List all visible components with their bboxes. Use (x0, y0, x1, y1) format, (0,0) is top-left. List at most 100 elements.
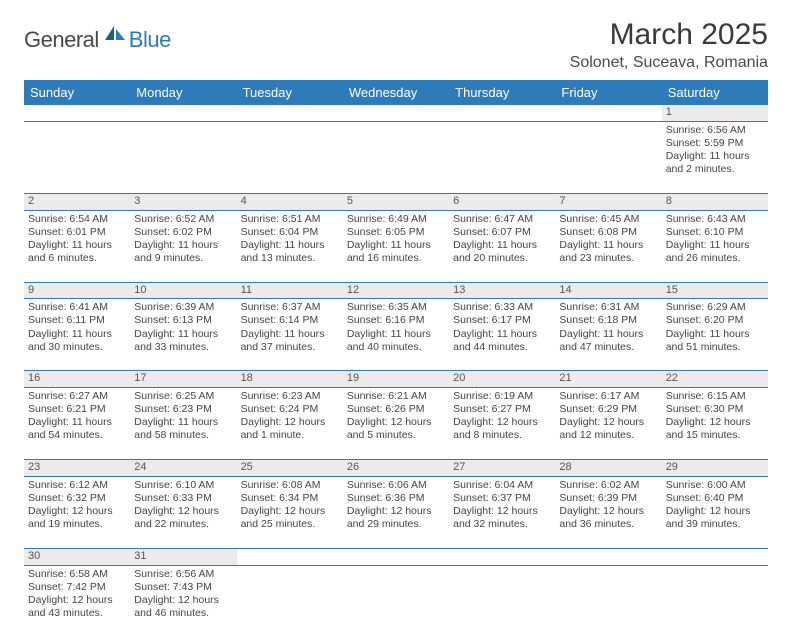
day-detail-cell: Sunrise: 6:56 AMSunset: 7:43 PMDaylight:… (130, 565, 236, 637)
sunset-text: Sunset: 6:24 PM (241, 403, 339, 416)
daylight-text-1: Daylight: 11 hours (666, 239, 764, 252)
sunrise-text: Sunrise: 6:06 AM (347, 479, 445, 492)
day-detail-cell: Sunrise: 6:23 AMSunset: 6:24 PMDaylight:… (237, 388, 343, 460)
day-number-cell: 14 (555, 282, 661, 299)
daylight-text-1: Daylight: 11 hours (28, 416, 126, 429)
daylight-text-2: and 23 minutes. (559, 252, 657, 265)
day-number-cell: 9 (24, 282, 130, 299)
day-detail-cell: Sunrise: 6:45 AMSunset: 6:08 PMDaylight:… (555, 210, 661, 282)
day-number: 4 (241, 195, 247, 207)
daylight-text-1: Daylight: 11 hours (453, 328, 551, 341)
day-number-cell (343, 105, 449, 121)
daylight-text-1: Daylight: 11 hours (347, 239, 445, 252)
day-detail-cell: Sunrise: 6:10 AMSunset: 6:33 PMDaylight:… (130, 476, 236, 548)
day-number: 17 (134, 372, 146, 384)
day-number-cell: 30 (24, 548, 130, 565)
sunrise-text: Sunrise: 6:08 AM (241, 479, 339, 492)
sunrise-text: Sunrise: 6:43 AM (666, 213, 764, 226)
daylight-text-2: and 54 minutes. (28, 429, 126, 442)
day-detail-cell (343, 121, 449, 193)
week-daynum-row: 1 (24, 105, 768, 121)
logo: General Blue (24, 24, 171, 55)
day-number-cell: 21 (555, 371, 661, 388)
sunrise-text: Sunrise: 6:52 AM (134, 213, 232, 226)
daylight-text-1: Daylight: 12 hours (666, 505, 764, 518)
month-title: March 2025 (570, 18, 768, 52)
day-detail-cell: Sunrise: 6:15 AMSunset: 6:30 PMDaylight:… (662, 388, 768, 460)
day-number-cell: 20 (449, 371, 555, 388)
day-detail-cell: Sunrise: 6:35 AMSunset: 6:16 PMDaylight:… (343, 299, 449, 371)
daylight-text-1: Daylight: 11 hours (559, 328, 657, 341)
week-detail-row: Sunrise: 6:54 AMSunset: 6:01 PMDaylight:… (24, 210, 768, 282)
day-detail-cell: Sunrise: 6:39 AMSunset: 6:13 PMDaylight:… (130, 299, 236, 371)
day-number-cell: 4 (237, 193, 343, 210)
day-number: 6 (453, 195, 459, 207)
day-detail-cell (24, 121, 130, 193)
day-header: Monday (130, 80, 236, 105)
daylight-text-2: and 58 minutes. (134, 429, 232, 442)
sunset-text: Sunset: 6:11 PM (28, 314, 126, 327)
day-number: 16 (28, 372, 40, 384)
daylight-text-2: and 19 minutes. (28, 518, 126, 531)
day-number-cell: 29 (662, 460, 768, 477)
daylight-text-2: and 9 minutes. (134, 252, 232, 265)
day-detail-cell: Sunrise: 6:17 AMSunset: 6:29 PMDaylight:… (555, 388, 661, 460)
daylight-text-1: Daylight: 12 hours (241, 416, 339, 429)
day-number-cell: 18 (237, 371, 343, 388)
day-number-cell (449, 105, 555, 121)
week-detail-row: Sunrise: 6:27 AMSunset: 6:21 PMDaylight:… (24, 388, 768, 460)
daylight-text-2: and 12 minutes. (559, 429, 657, 442)
sunset-text: Sunset: 6:08 PM (559, 226, 657, 239)
sunrise-text: Sunrise: 6:51 AM (241, 213, 339, 226)
daylight-text-1: Daylight: 11 hours (134, 239, 232, 252)
sunrise-text: Sunrise: 6:23 AM (241, 390, 339, 403)
sunrise-text: Sunrise: 6:58 AM (28, 568, 126, 581)
sunrise-text: Sunrise: 6:54 AM (28, 213, 126, 226)
week-daynum-row: 9101112131415 (24, 282, 768, 299)
day-detail-cell: Sunrise: 6:31 AMSunset: 6:18 PMDaylight:… (555, 299, 661, 371)
day-detail-cell: Sunrise: 6:56 AMSunset: 5:59 PMDaylight:… (662, 121, 768, 193)
daylight-text-1: Daylight: 12 hours (559, 416, 657, 429)
day-number-cell: 3 (130, 193, 236, 210)
day-number-cell: 31 (130, 548, 236, 565)
sunset-text: Sunset: 7:43 PM (134, 581, 232, 594)
day-number: 24 (134, 461, 146, 473)
day-number-cell: 19 (343, 371, 449, 388)
sunset-text: Sunset: 6:23 PM (134, 403, 232, 416)
day-number: 15 (666, 284, 678, 296)
day-detail-cell (237, 121, 343, 193)
title-block: March 2025 Solonet, Suceava, Romania (570, 18, 768, 72)
sunrise-text: Sunrise: 6:39 AM (134, 301, 232, 314)
sunrise-text: Sunrise: 6:29 AM (666, 301, 764, 314)
daylight-text-2: and 32 minutes. (453, 518, 551, 531)
day-detail-cell: Sunrise: 6:27 AMSunset: 6:21 PMDaylight:… (24, 388, 130, 460)
day-detail-cell (555, 121, 661, 193)
week-detail-row: Sunrise: 6:41 AMSunset: 6:11 PMDaylight:… (24, 299, 768, 371)
sunrise-text: Sunrise: 6:15 AM (666, 390, 764, 403)
daylight-text-2: and 30 minutes. (28, 341, 126, 354)
day-header: Saturday (662, 80, 768, 105)
day-number: 12 (347, 284, 359, 296)
day-number: 5 (347, 195, 353, 207)
day-header: Sunday (24, 80, 130, 105)
day-number-cell: 8 (662, 193, 768, 210)
day-header: Tuesday (237, 80, 343, 105)
sunset-text: Sunset: 6:04 PM (241, 226, 339, 239)
sunrise-text: Sunrise: 6:21 AM (347, 390, 445, 403)
daylight-text-1: Daylight: 11 hours (241, 328, 339, 341)
sunset-text: Sunset: 6:26 PM (347, 403, 445, 416)
day-number: 19 (347, 372, 359, 384)
daylight-text-2: and 13 minutes. (241, 252, 339, 265)
sunrise-text: Sunrise: 6:12 AM (28, 479, 126, 492)
daylight-text-2: and 22 minutes. (134, 518, 232, 531)
day-detail-cell: Sunrise: 6:49 AMSunset: 6:05 PMDaylight:… (343, 210, 449, 282)
day-detail-cell: Sunrise: 6:21 AMSunset: 6:26 PMDaylight:… (343, 388, 449, 460)
daylight-text-2: and 1 minute. (241, 429, 339, 442)
day-detail-cell: Sunrise: 6:08 AMSunset: 6:34 PMDaylight:… (237, 476, 343, 548)
daylight-text-1: Daylight: 11 hours (666, 328, 764, 341)
day-number-cell: 15 (662, 282, 768, 299)
location-label: Solonet, Suceava, Romania (570, 54, 768, 72)
day-number: 7 (559, 195, 565, 207)
day-number: 13 (453, 284, 465, 296)
day-detail-cell: Sunrise: 6:52 AMSunset: 6:02 PMDaylight:… (130, 210, 236, 282)
